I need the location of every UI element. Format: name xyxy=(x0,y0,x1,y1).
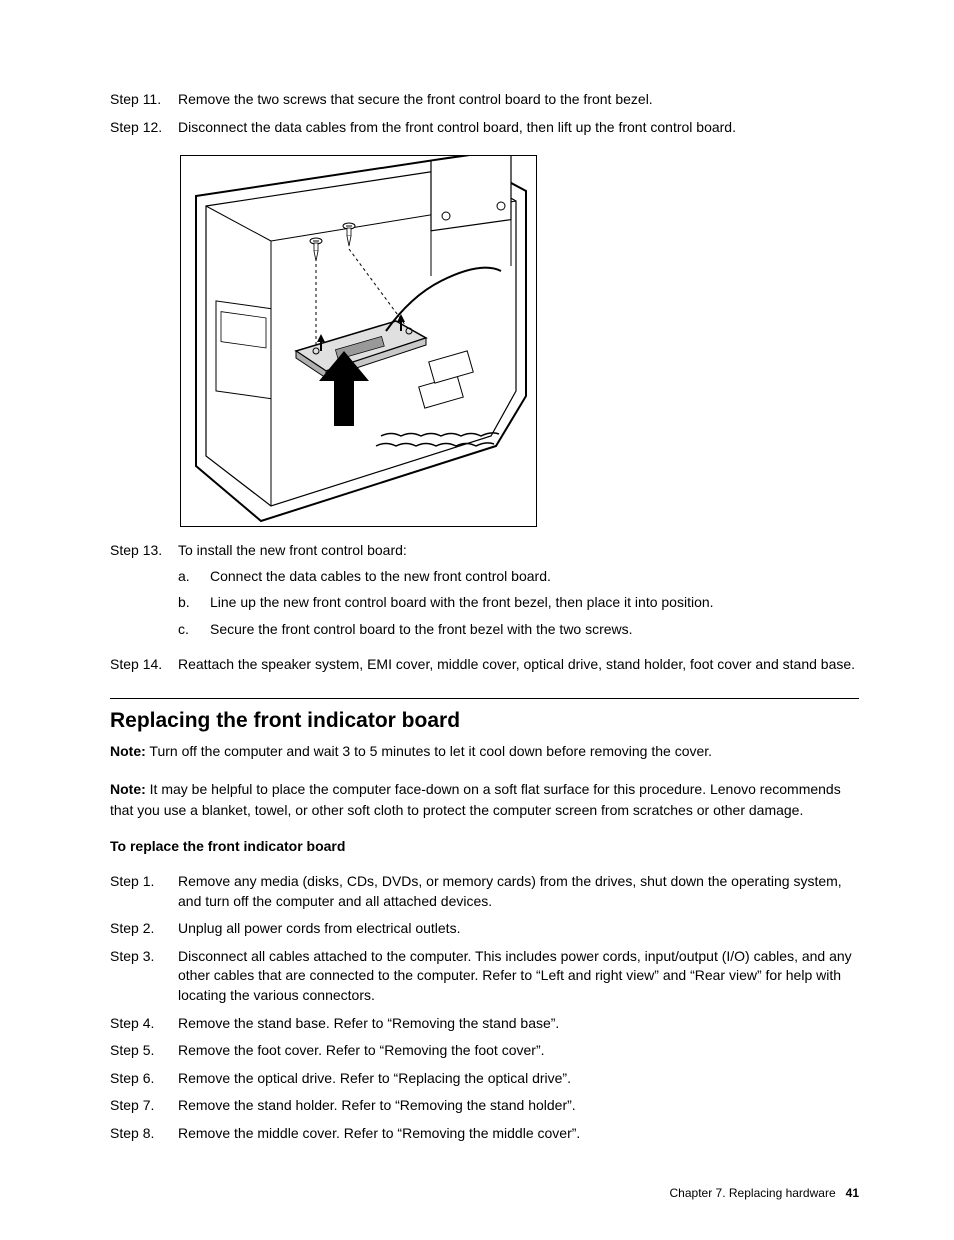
step-13-intro: To install the new front control board: xyxy=(178,542,407,558)
step-label: Step 3. xyxy=(110,947,178,1006)
step-text: Remove the stand base. Refer to “Removin… xyxy=(178,1014,859,1034)
footer-chapter: Chapter 7. Replacing hardware xyxy=(670,1186,836,1200)
subitem-label: c. xyxy=(178,620,210,640)
step-text: To install the new front control board: … xyxy=(178,541,859,646)
note-2: Note: It may be helpful to place the com… xyxy=(110,779,859,820)
proc-step-7: Step 7. Remove the stand holder. Refer t… xyxy=(110,1096,859,1116)
page-footer: Chapter 7. Replacing hardware 41 xyxy=(110,1186,859,1200)
step-label: Step 14. xyxy=(110,655,178,675)
step-11: Step 11. Remove the two screws that secu… xyxy=(110,90,859,110)
step-label: Step 7. xyxy=(110,1096,178,1116)
step-label: Step 11. xyxy=(110,90,178,110)
diagram-svg xyxy=(181,156,536,526)
note-label: Note: xyxy=(110,781,146,797)
subitem-label: a. xyxy=(178,567,210,587)
note-1: Note: Turn off the computer and wait 3 t… xyxy=(110,741,859,761)
hardware-diagram xyxy=(180,155,537,527)
step-label: Step 5. xyxy=(110,1041,178,1061)
subitem-label: b. xyxy=(178,593,210,613)
step-label: Step 4. xyxy=(110,1014,178,1034)
subitem-text: Secure the front control board to the fr… xyxy=(210,620,859,640)
subitem-b: b. Line up the new front control board w… xyxy=(178,593,859,613)
proc-step-5: Step 5. Remove the foot cover. Refer to … xyxy=(110,1041,859,1061)
step-text: Remove the optical drive. Refer to “Repl… xyxy=(178,1069,859,1089)
page-content: Step 11. Remove the two screws that secu… xyxy=(0,0,954,1240)
section-title: Replacing the front indicator board xyxy=(110,709,859,733)
procedure-steps: Step 1. Remove any media (disks, CDs, DV… xyxy=(110,872,859,1144)
subitem-text: Line up the new front control board with… xyxy=(210,593,859,613)
step-text: Remove the middle cover. Refer to “Remov… xyxy=(178,1124,859,1144)
note-1-text: Turn off the computer and wait 3 to 5 mi… xyxy=(149,743,712,759)
step-text: Disconnect the data cables from the fron… xyxy=(178,118,859,138)
section-divider xyxy=(110,698,859,699)
step-13-sublist: a. Connect the data cables to the new fr… xyxy=(178,567,859,640)
note-label: Note: xyxy=(110,743,146,759)
proc-step-6: Step 6. Remove the optical drive. Refer … xyxy=(110,1069,859,1089)
proc-step-8: Step 8. Remove the middle cover. Refer t… xyxy=(110,1124,859,1144)
procedure-subheading: To replace the front indicator board xyxy=(110,838,859,854)
step-text: Disconnect all cables attached to the co… xyxy=(178,947,859,1006)
subitem-text: Connect the data cables to the new front… xyxy=(210,567,859,587)
step-12: Step 12. Disconnect the data cables from… xyxy=(110,118,859,138)
footer-page-number: 41 xyxy=(846,1186,859,1200)
step-text: Unplug all power cords from electrical o… xyxy=(178,919,859,939)
step-text: Remove the two screws that secure the fr… xyxy=(178,90,859,110)
step-text: Remove the foot cover. Refer to “Removin… xyxy=(178,1041,859,1061)
figure-container xyxy=(180,155,859,527)
proc-step-3: Step 3. Disconnect all cables attached t… xyxy=(110,947,859,1006)
step-13: Step 13. To install the new front contro… xyxy=(110,541,859,646)
step-text: Reattach the speaker system, EMI cover, … xyxy=(178,655,859,675)
step-text: Remove any media (disks, CDs, DVDs, or m… xyxy=(178,872,859,911)
proc-step-4: Step 4. Remove the stand base. Refer to … xyxy=(110,1014,859,1034)
subitem-a: a. Connect the data cables to the new fr… xyxy=(178,567,859,587)
step-label: Step 13. xyxy=(110,541,178,646)
proc-step-2: Step 2. Unplug all power cords from elec… xyxy=(110,919,859,939)
note-2-text: It may be helpful to place the computer … xyxy=(110,781,841,817)
step-14: Step 14. Reattach the speaker system, EM… xyxy=(110,655,859,675)
proc-step-1: Step 1. Remove any media (disks, CDs, DV… xyxy=(110,872,859,911)
subitem-c: c. Secure the front control board to the… xyxy=(178,620,859,640)
step-text: Remove the stand holder. Refer to “Remov… xyxy=(178,1096,859,1116)
step-label: Step 1. xyxy=(110,872,178,911)
step-label: Step 6. xyxy=(110,1069,178,1089)
step-label: Step 12. xyxy=(110,118,178,138)
step-label: Step 8. xyxy=(110,1124,178,1144)
step-label: Step 2. xyxy=(110,919,178,939)
